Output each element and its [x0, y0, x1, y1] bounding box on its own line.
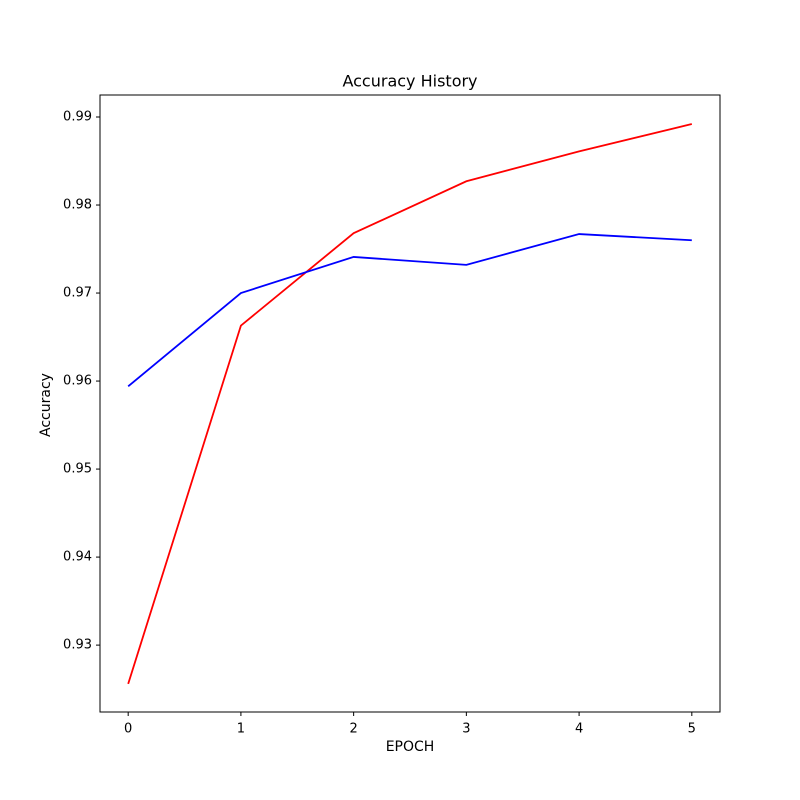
x-tick-label: 4 — [575, 722, 583, 737]
y-tick-label: 0.93 — [63, 638, 92, 653]
y-tick-label: 0.97 — [63, 286, 92, 301]
y-tick-label: 0.99 — [63, 110, 92, 125]
x-tick-label: 3 — [462, 722, 470, 737]
y-tick-label: 0.98 — [63, 198, 92, 213]
y-axis-label: Accuracy — [38, 373, 54, 437]
x-tick-label: 2 — [349, 722, 357, 737]
data-line — [127, 123, 693, 685]
plot-frame — [99, 94, 721, 713]
y-tick-label: 0.95 — [63, 462, 92, 477]
data-line — [127, 233, 692, 388]
x-tick-label: 5 — [688, 722, 696, 737]
y-tick-label: 0.94 — [63, 550, 92, 565]
chart-title: Accuracy History — [342, 72, 477, 91]
x-axis-label: EPOCH — [386, 739, 435, 755]
x-tick-label: 0 — [124, 722, 132, 737]
x-tick-label: 1 — [237, 722, 245, 737]
y-tick-label: 0.96 — [63, 374, 92, 389]
